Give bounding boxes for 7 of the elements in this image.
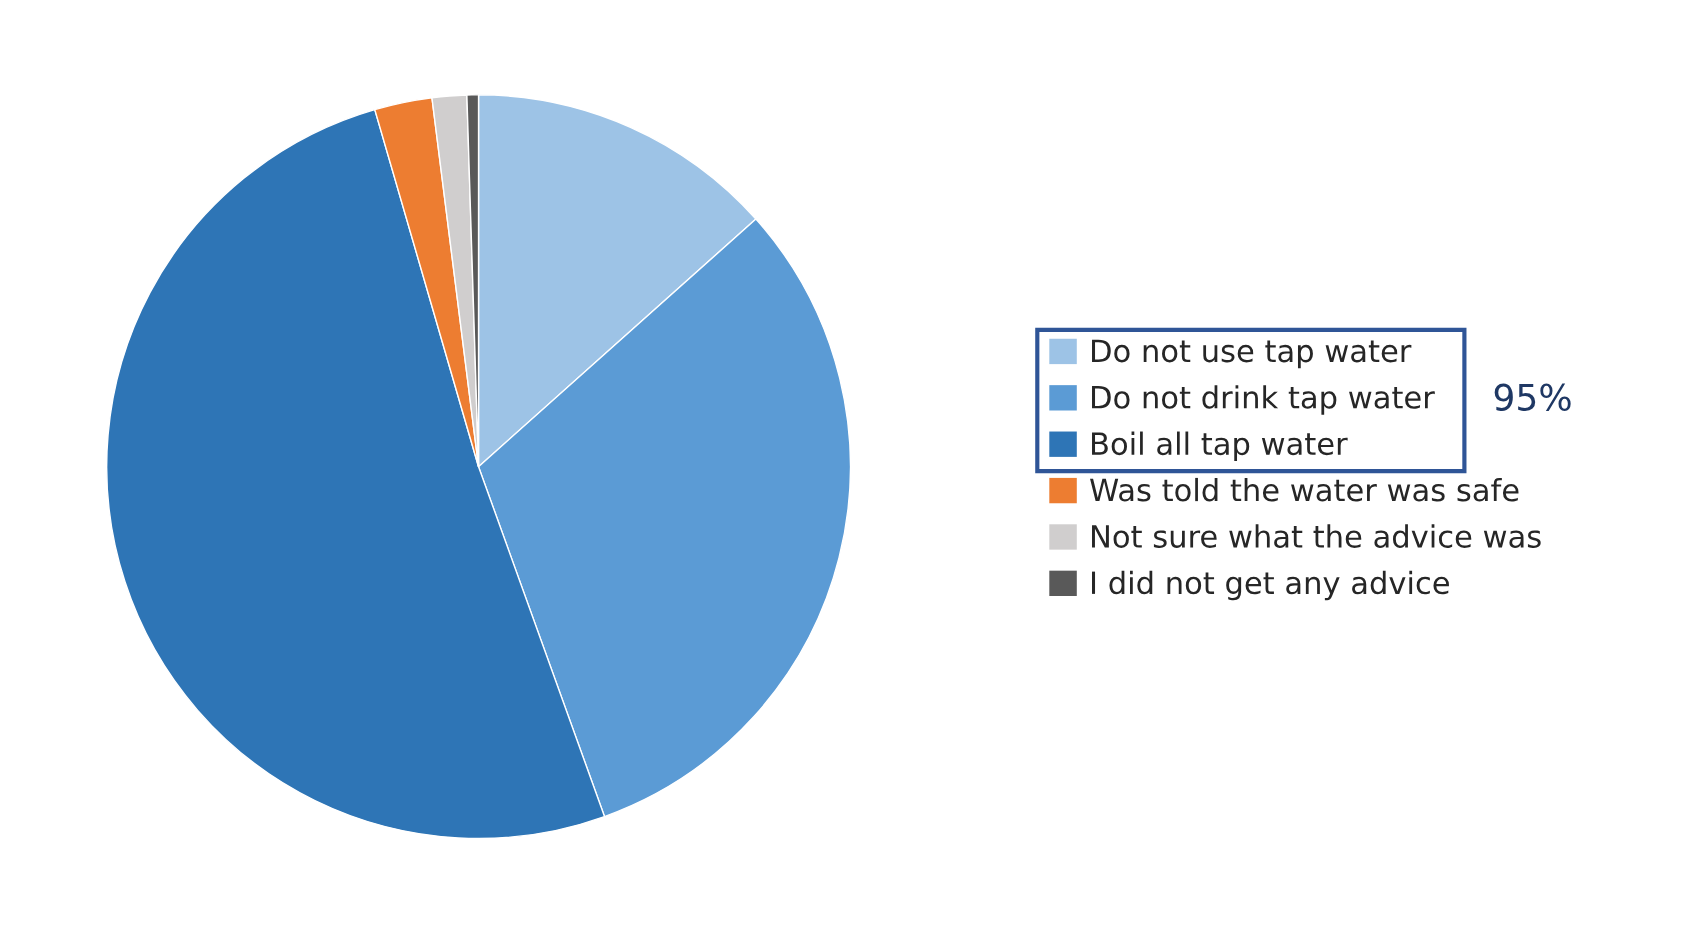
legend-label: Boil all tap water [1092, 431, 1348, 462]
text: 95% [1494, 383, 1571, 411]
legend-label: I did not get any advice [1092, 570, 1449, 601]
legend-label: Not sure what the advice was [1092, 524, 1541, 548]
legend-label: Do not use tap water [1092, 339, 1412, 369]
legend-label: Do not drink tap water [1092, 385, 1435, 415]
legend-label: Was told the water was safe [1090, 477, 1519, 502]
